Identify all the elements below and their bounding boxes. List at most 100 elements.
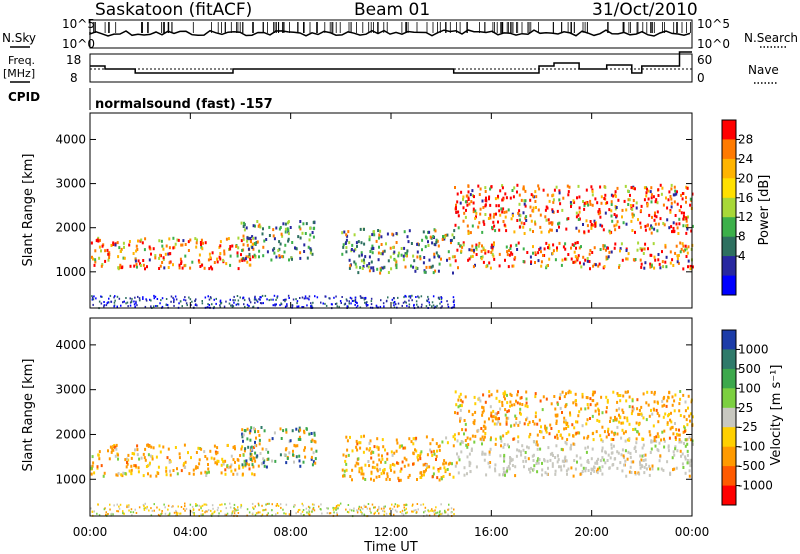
noise-cell — [170, 300, 172, 303]
range-cell — [577, 213, 580, 217]
range-cell — [471, 254, 474, 258]
range-cell — [187, 451, 189, 455]
noise-cell — [237, 512, 240, 514]
range-cell — [204, 470, 207, 474]
range-cell — [246, 239, 249, 243]
range-cell — [260, 426, 263, 429]
range-cell — [586, 403, 589, 406]
range-cell — [650, 408, 652, 412]
noise-cell — [364, 296, 367, 299]
range-cell — [303, 431, 306, 435]
range-cell — [663, 439, 666, 443]
range-cell — [349, 435, 351, 439]
range-cell — [610, 437, 613, 441]
noise-cell — [164, 512, 167, 515]
range-cell — [632, 204, 635, 208]
range-cell — [678, 209, 681, 213]
range-cell — [410, 264, 412, 268]
range-cell — [611, 463, 614, 467]
noise-cell — [163, 503, 165, 506]
range-cell — [657, 258, 660, 262]
noise-cell — [415, 509, 417, 512]
noise-cell — [396, 504, 399, 507]
range-cell — [160, 239, 163, 243]
range-cell — [532, 453, 535, 457]
range-cell — [556, 209, 559, 213]
range-cell — [313, 431, 316, 435]
range-cell — [455, 203, 457, 207]
range-cell — [524, 216, 527, 220]
noise-cell — [335, 295, 337, 298]
range-cell — [583, 203, 586, 207]
range-cell — [534, 190, 537, 194]
range-cell — [367, 460, 370, 463]
range-cell — [679, 397, 682, 401]
noise-cell — [113, 301, 116, 304]
range-cell — [651, 226, 654, 230]
range-cell — [504, 413, 507, 417]
range-cell — [490, 436, 492, 440]
range-cell — [645, 191, 648, 195]
range-cell — [91, 455, 94, 459]
range-cell — [484, 190, 487, 193]
range-cell — [475, 247, 478, 251]
noise-cell — [239, 296, 241, 299]
range-cell — [618, 265, 620, 269]
range-cell — [548, 199, 551, 203]
noise-cell — [291, 304, 294, 307]
range-cell — [663, 403, 666, 407]
noise-cell — [374, 511, 376, 514]
range-cell — [656, 229, 659, 233]
range-cell — [417, 454, 420, 457]
range-cell — [408, 473, 411, 477]
range-cell — [594, 222, 597, 226]
noise-cell — [453, 508, 455, 511]
noise-cell — [283, 512, 285, 515]
range-cell — [648, 430, 651, 434]
range-cell — [260, 462, 263, 466]
noise-cell — [170, 295, 173, 298]
range-cell — [130, 456, 133, 460]
range-cell — [273, 251, 276, 255]
noise-cell — [411, 299, 413, 302]
range-cell — [231, 244, 234, 248]
colorbar-swatch — [722, 368, 736, 389]
noise-cell — [251, 502, 254, 505]
range-cell — [683, 211, 685, 215]
range-cell — [230, 454, 233, 458]
range-cell — [526, 445, 528, 449]
range-cell — [643, 186, 646, 190]
noise-cell — [210, 297, 212, 300]
noise-cell — [221, 503, 223, 506]
range-cell — [509, 392, 512, 396]
noise-cell — [150, 507, 152, 510]
range-cell — [298, 225, 301, 229]
range-cell — [479, 399, 482, 403]
range-cell — [482, 393, 485, 397]
range-cell — [242, 439, 244, 443]
range-cell — [390, 267, 393, 271]
range-cell — [526, 251, 529, 254]
range-cell — [468, 257, 471, 261]
range-cell — [532, 440, 535, 443]
range-cell — [677, 261, 680, 265]
range-cell — [130, 472, 133, 476]
range-cell — [152, 247, 155, 251]
range-cell — [251, 235, 254, 239]
range-cell — [454, 186, 456, 189]
range-cell — [393, 250, 396, 254]
noise-cell — [304, 295, 307, 298]
noise-cell — [175, 298, 178, 301]
noise-cell — [248, 305, 250, 307]
range-cell — [419, 454, 422, 458]
noise-cell — [161, 297, 164, 300]
range-cell — [653, 390, 656, 394]
range-cell — [542, 188, 545, 192]
range-cell — [396, 461, 398, 465]
range-cell — [239, 454, 242, 457]
range-cell — [501, 210, 504, 214]
range-cell — [501, 186, 504, 190]
range-cell — [538, 418, 541, 422]
range-cell — [370, 477, 372, 481]
range-cell — [534, 220, 536, 224]
